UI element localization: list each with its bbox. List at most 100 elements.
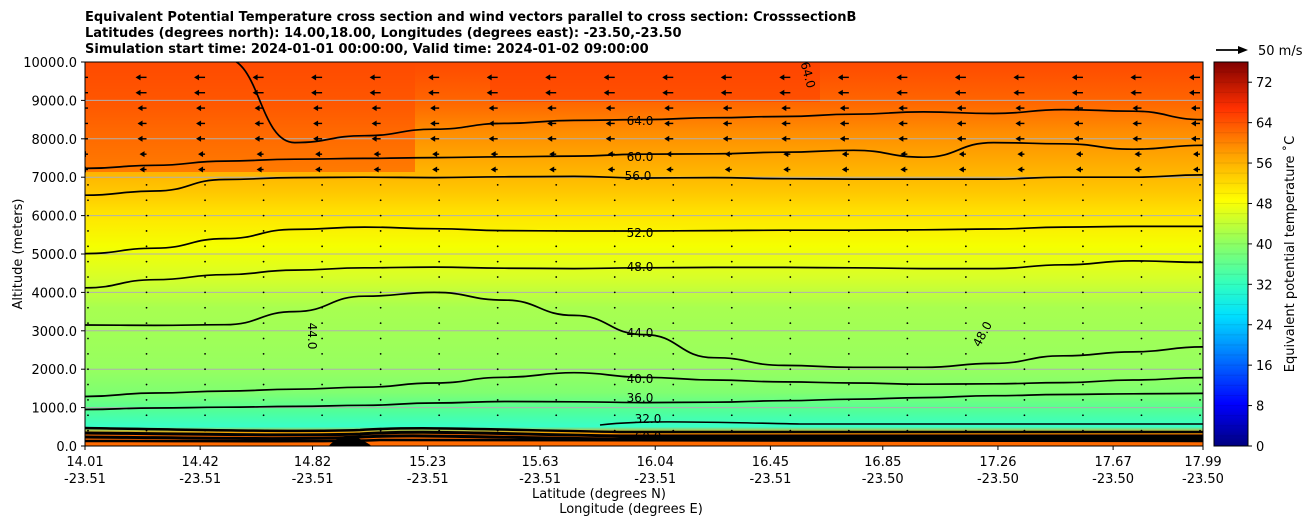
contour-line-36.0 [85,392,1203,411]
wind-vector [87,429,89,432]
wind-vector [847,183,850,186]
wind-vector-head [896,74,902,81]
wind-vector [1082,214,1084,217]
wind-vector [262,183,265,186]
wind-vector [847,306,850,309]
contour-line-44.0 [85,291,1203,369]
wind-vector [1082,322,1084,325]
x-tick-label-lon: -23.51 [634,472,676,487]
contour-line-60.0 [85,141,1203,170]
wind-vector-head [900,166,906,173]
wind-vector-head [1134,166,1140,173]
wind-vector [1140,199,1143,202]
contour-label: 60.0 [635,430,662,444]
wind-vector [262,291,265,294]
wind-vector [1140,230,1143,232]
wind-vector [1023,245,1026,248]
colorbar-tick-label: 72 [1256,76,1273,91]
y-tick-label: 6000.0 [32,210,78,225]
wind-vector-head [1017,151,1023,158]
wind-vector [672,322,675,325]
wind-vector [613,199,616,202]
wind-vector-head [369,89,375,96]
wind-vector [204,245,206,248]
wind-vector-head [781,135,787,142]
colorbar-tick-label: 0 [1256,440,1264,455]
wind-vector [1199,183,1201,186]
wind-vector [87,337,89,340]
wind-vector-head [605,135,611,142]
wind-vector [87,183,89,186]
wind-vector [906,276,909,278]
wind-vector-head [1191,135,1196,142]
wind-vector-head [720,89,726,96]
wind-vector [906,322,909,325]
wind-vector [730,337,733,340]
wind-vector-head [781,105,787,112]
x-tick-label-lon: -23.51 [64,472,106,487]
wind-vector [145,383,148,386]
wind-vector [1140,245,1143,248]
wind-vector [1023,322,1026,325]
wind-vector [789,276,792,278]
wind-vector [262,199,265,202]
colorbar-tick-label: 56 [1256,157,1273,172]
wind-vector [1023,230,1026,232]
colorbar-tick-label: 24 [1256,319,1273,334]
wind-vector [789,183,792,186]
wind-vector-head [1189,74,1194,81]
colorbar-tick-label: 32 [1256,278,1273,293]
contour-label: 64.0 [798,60,818,89]
wind-vector-head [898,105,904,112]
wind-vector [1082,276,1084,278]
wind-vector [145,276,148,278]
wind-vector [379,399,382,401]
wind-vector [1140,183,1143,186]
wind-vector [555,260,558,263]
wind-vector-head [1134,151,1140,158]
wind-vector-head [839,135,845,142]
wind-vector [1082,399,1084,401]
upper-right-red-region [490,62,820,102]
wind-vector-head [311,74,317,81]
wind-vector [613,245,616,248]
wind-vector-head [545,74,551,81]
wind-vector [438,230,441,232]
wind-vector [1082,260,1084,263]
wind-vector [262,214,265,217]
wind-vector [438,414,441,417]
surface-contour-cluster [85,421,1203,446]
wind-vector [1082,352,1084,355]
wind-vector-head [256,166,262,173]
wind-vector [1023,352,1026,355]
wind-vector-head [196,120,202,127]
wind-vector-head [428,89,434,96]
wind-vector [1199,352,1201,355]
y-tick-label: 3000.0 [32,325,78,340]
wind-vector [379,383,382,386]
wind-vector [1199,230,1201,232]
wind-vector [204,276,206,278]
wind-vector [789,337,792,340]
wind-vector [87,352,89,355]
wind-vector [1082,383,1084,386]
wind-vector [672,245,675,248]
wind-vector [204,337,206,340]
x-axis-label-longitude: Longitude (degrees E) [559,502,703,517]
wind-vector [964,352,967,355]
wind-vector [1023,199,1026,202]
contour-label: 32.0 [635,412,662,426]
wind-vector-head [490,166,496,173]
wind-vector [613,291,616,294]
wind-vector-head [135,89,141,96]
wind-vector [672,352,675,355]
wind-vector [321,245,324,248]
wind-vector [906,399,909,401]
wind-vector [789,214,792,217]
wind-vector-head [252,74,258,81]
wind-vector-head [954,74,960,81]
wind-vector [730,245,733,248]
wind-vector [906,337,909,340]
wind-vector [379,245,382,248]
wind-vector-head [256,151,262,158]
